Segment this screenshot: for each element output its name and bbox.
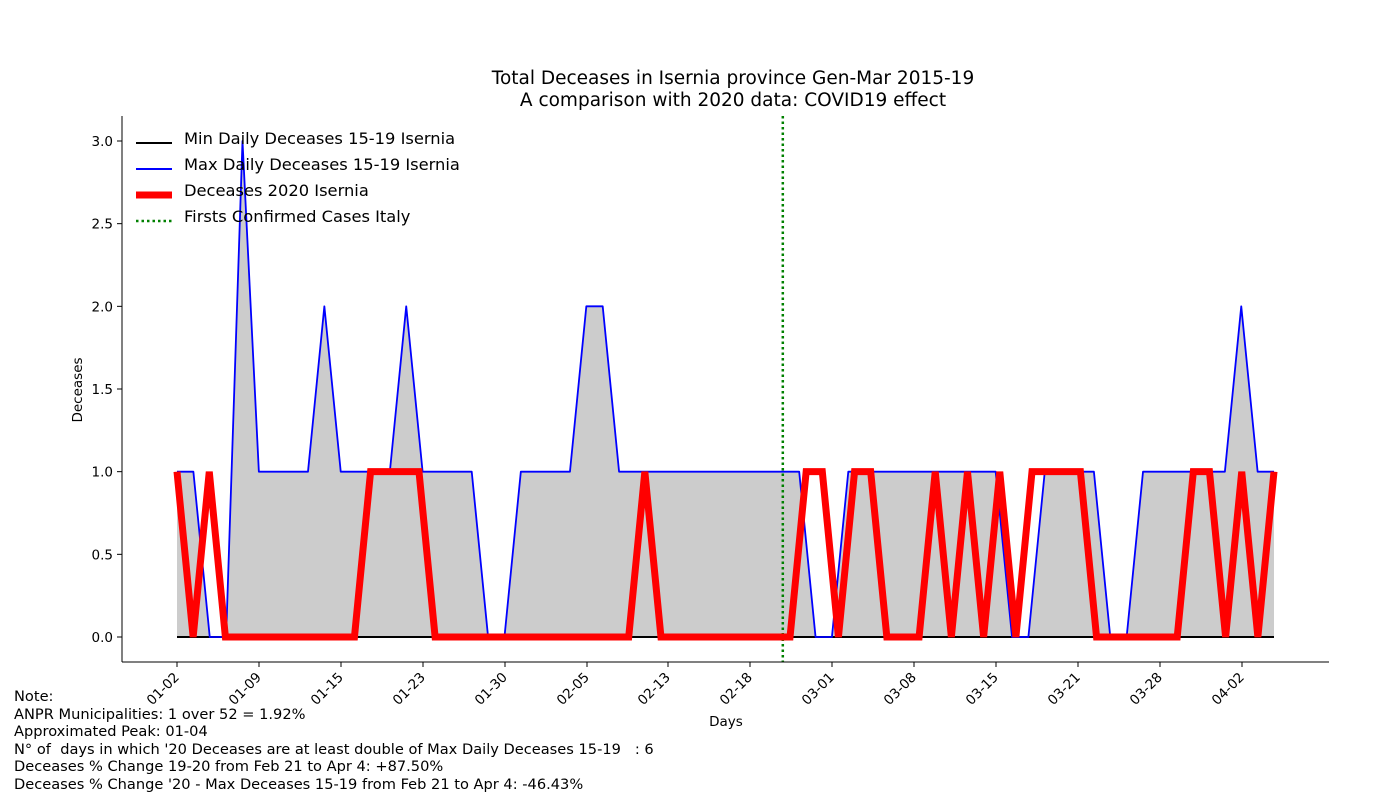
legend-label-min: Min Daily Deceases 15-19 Isernia: [184, 129, 456, 148]
series-line-max: [177, 140, 1274, 638]
legend-swatch-max: [136, 168, 172, 170]
legend-swatch-2020: [136, 191, 172, 199]
x-tick-label: 03-08: [881, 670, 920, 709]
note-peak: Approximated Peak: 01-04: [14, 723, 208, 740]
y-tick-label: 3.0: [92, 134, 113, 150]
x-tick-label: 04-02: [1209, 670, 1248, 709]
y-tick-label: 0.0: [92, 630, 113, 646]
y-tick-label: 0.5: [92, 547, 113, 563]
legend-label-max: Max Daily Deceases 15-19 Isernia: [184, 155, 460, 174]
x-axis-label: Days: [709, 714, 743, 730]
legend-label-2020: Deceases 2020 Isernia: [184, 181, 369, 200]
legend-label-vline: Firsts Confirmed Cases Italy: [184, 207, 411, 226]
note-change-20-max: Deceases % Change '20 - Max Deceases 15-…: [14, 775, 584, 793]
y-tick-label: 1.5: [92, 382, 113, 398]
y-tick-label: 2.5: [92, 217, 113, 233]
x-tick-label: 03-21: [1045, 670, 1084, 709]
chart-title: Total Deceases in Isernia province Gen-M…: [491, 68, 975, 89]
legend-swatch-vline: [136, 219, 172, 223]
legend-swatch-min: [136, 142, 172, 144]
x-tick-label: 02-18: [717, 670, 756, 709]
x-tick-label: 03-28: [1127, 670, 1166, 709]
x-tick-label: 03-15: [963, 670, 1002, 709]
chart-subtitle: A comparison with 2020 data: COVID19 eff…: [519, 90, 947, 111]
y-tick-label: 2.0: [92, 299, 113, 315]
notes: Note: ANPR Municipalities: 1 over 52 = 1…: [14, 688, 654, 793]
note-change-19-20: Deceases % Change 19-20 from Feb 21 to A…: [14, 758, 444, 775]
note-double-days: N° of days in which '20 Deceases are at …: [14, 740, 654, 758]
series-line-2020: [173, 468, 1278, 641]
y-axis-label: Deceases: [70, 357, 86, 422]
note-municipalities: ANPR Municipalities: 1 over 52 = 1.92%: [14, 705, 306, 723]
x-tick-label: 03-01: [799, 670, 838, 709]
note-header: Note:: [14, 688, 54, 705]
plot-area: [173, 116, 1278, 662]
y-tick-label: 1.0: [92, 465, 113, 481]
